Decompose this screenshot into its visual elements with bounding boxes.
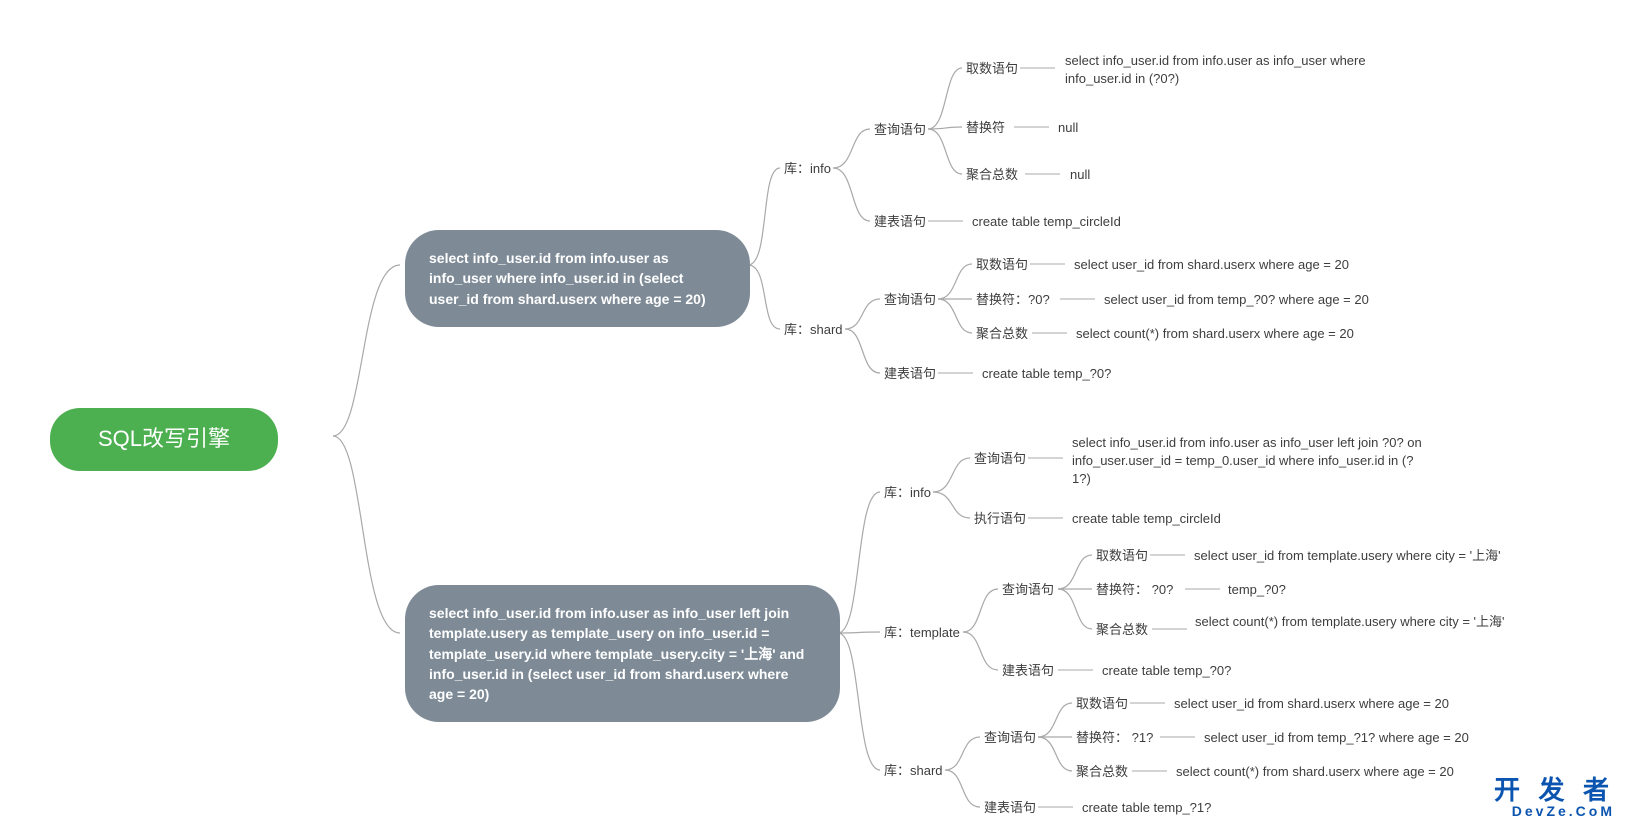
b1-shard-create-value: create table temp_?0? <box>982 365 1111 383</box>
b1-shard-create-label: 建表语句 <box>884 365 936 383</box>
watermark-title: 开 发 者 <box>1494 776 1615 805</box>
b2-info-query-value: select info_user.id from info.user as in… <box>1072 434 1432 489</box>
branch2-query: select info_user.id from info.user as in… <box>405 585 840 722</box>
b1-shard-replace-value: select user_id from temp_?0? where age =… <box>1104 291 1369 309</box>
b1-info-agg-value: null <box>1070 166 1090 184</box>
b2-tpl-agg-value: select count(*) from template.usery wher… <box>1195 613 1515 631</box>
b2-tpl-fetch-value: select user_id from template.usery where… <box>1194 547 1501 565</box>
b1-info-query-label: 查询语句 <box>874 121 926 139</box>
b2-shard-query-label: 查询语句 <box>984 729 1036 747</box>
b2-shard-replace-value: select user_id from temp_?1? where age =… <box>1204 729 1469 747</box>
b2-tpl-create-label: 建表语句 <box>1002 662 1054 680</box>
b2-db-shard: 库：shard <box>884 762 943 780</box>
watermark-sub: DevZe.CoM <box>1494 803 1615 819</box>
b2-info-exec-value: create table temp_circleId <box>1072 510 1221 528</box>
b2-tpl-create-value: create table temp_?0? <box>1102 662 1231 680</box>
b1-db-info: 库：info <box>784 160 831 178</box>
b2-shard-agg-value: select count(*) from shard.userx where a… <box>1176 763 1454 781</box>
b1-info-replace-label: 替换符 <box>966 119 1005 137</box>
b2-tpl-replace-label: 替换符： ?0? <box>1096 581 1173 599</box>
b2-info-query-label: 查询语句 <box>974 450 1026 468</box>
b2-tpl-fetch-label: 取数语句 <box>1096 547 1148 565</box>
b1-info-fetch-label: 取数语句 <box>966 60 1018 78</box>
b2-db-info: 库：info <box>884 484 931 502</box>
b2-tpl-query-label: 查询语句 <box>1002 581 1054 599</box>
b1-shard-agg-value: select count(*) from shard.userx where a… <box>1076 325 1354 343</box>
b2-shard-fetch-label: 取数语句 <box>1076 695 1128 713</box>
b1-shard-replace-label: 替换符：?0? <box>976 291 1050 309</box>
b2-shard-replace-label: 替换符： ?1? <box>1076 729 1153 747</box>
b2-info-exec-label: 执行语句 <box>974 510 1026 528</box>
b2-shard-create-value: create table temp_?1? <box>1082 799 1211 817</box>
b2-tpl-agg-label: 聚合总数 <box>1096 621 1148 639</box>
b1-info-agg-label: 聚合总数 <box>966 166 1018 184</box>
b1-info-create-value: create table temp_circleId <box>972 213 1121 231</box>
root-node: SQL改写引擎 <box>50 408 278 471</box>
watermark: 开 发 者 DevZe.CoM <box>1494 770 1615 819</box>
b1-shard-agg-label: 聚合总数 <box>976 325 1028 343</box>
b1-info-create-label: 建表语句 <box>874 213 926 231</box>
b2-tpl-replace-value: temp_?0? <box>1228 581 1286 599</box>
b1-info-replace-value: null <box>1058 119 1078 137</box>
b2-db-template: 库：template <box>884 624 960 642</box>
b1-shard-fetch-label: 取数语句 <box>976 256 1028 274</box>
b2-shard-fetch-value: select user_id from shard.userx where ag… <box>1174 695 1449 713</box>
b2-shard-create-label: 建表语句 <box>984 799 1036 817</box>
b1-shard-query-label: 查询语句 <box>884 291 936 309</box>
branch1-query: select info_user.id from info.user as in… <box>405 230 750 327</box>
b1-info-fetch-value: select info_user.id from info.user as in… <box>1065 52 1405 88</box>
b2-shard-agg-label: 聚合总数 <box>1076 763 1128 781</box>
b1-db-shard: 库：shard <box>784 321 843 339</box>
b1-shard-fetch-value: select user_id from shard.userx where ag… <box>1074 256 1349 274</box>
